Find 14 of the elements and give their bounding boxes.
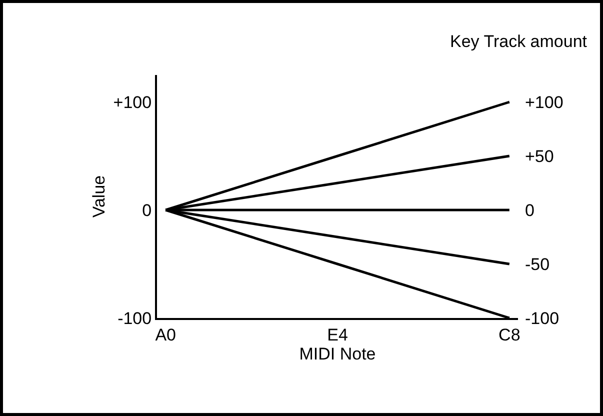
x-tick-label: C8: [498, 325, 520, 344]
x-axis-title: MIDI Note: [299, 344, 376, 364]
y-tick-label: +100: [113, 92, 152, 112]
y-axis-title: Value: [89, 175, 108, 218]
series-label: +100: [525, 93, 564, 112]
series-label: +50: [525, 147, 554, 166]
series-label: -50: [525, 255, 550, 274]
x-tick-label: A0: [155, 325, 176, 344]
series-label: 0: [525, 201, 534, 220]
series-label: -100: [525, 309, 560, 328]
y-tick-label: 0: [142, 200, 152, 220]
x-tick-label: E4: [327, 325, 348, 344]
y-tick-label: -100: [118, 308, 152, 328]
legend-title: Key Track amount: [450, 32, 588, 51]
